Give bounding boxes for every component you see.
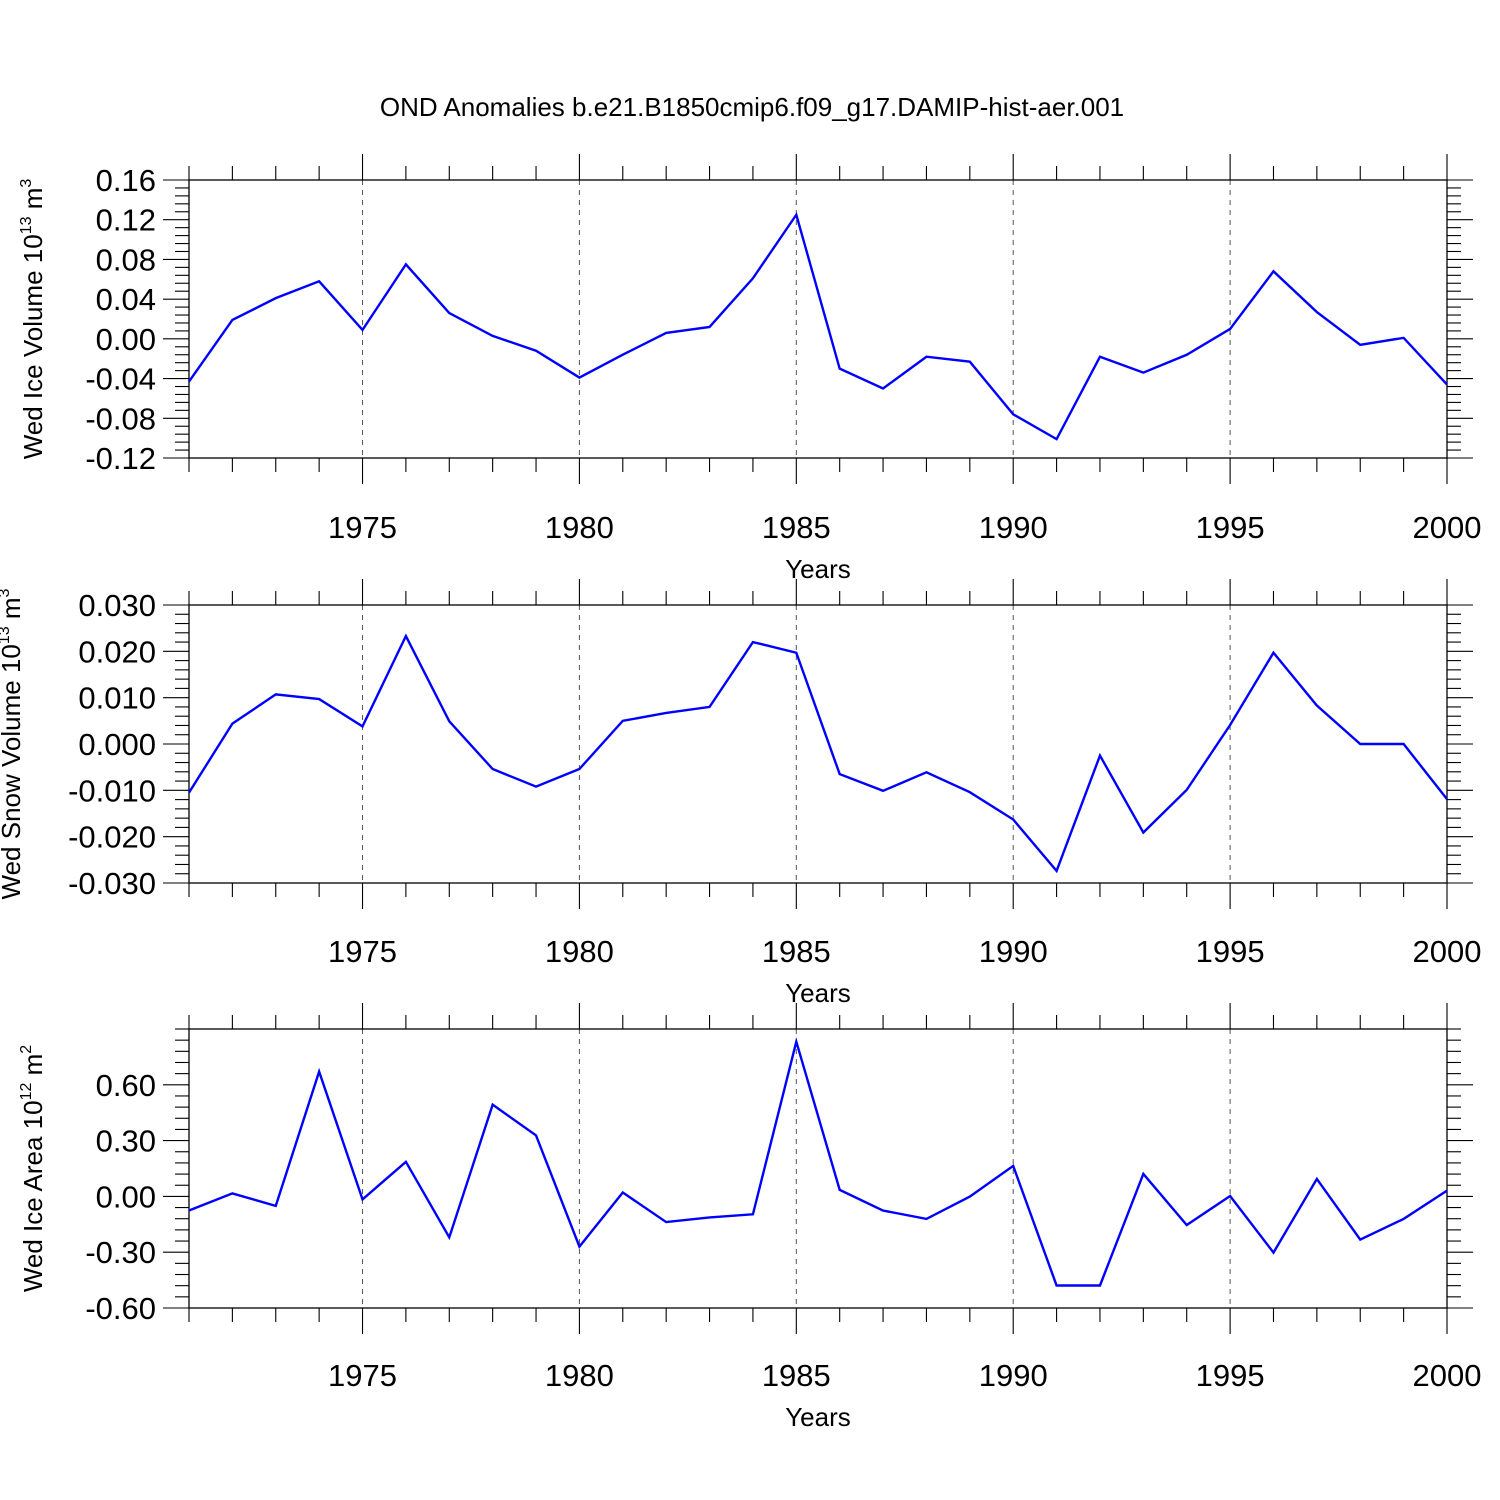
panels-container: -0.12 -0.08 -0.04 0.00 0.04 0.08 0.12 0.16 1975 1… xyxy=(0,154,1481,1432)
x-tick-label: 1975 xyxy=(328,934,397,969)
y-tick-label: 0.00 xyxy=(96,322,156,357)
y-tick-label: 0.30 xyxy=(96,1124,156,1159)
x-tick-label: 1975 xyxy=(328,510,397,545)
y-tick-label: 0.000 xyxy=(78,727,156,762)
y-tick-label: 0.60 xyxy=(96,1068,156,1103)
plot-frame xyxy=(188,179,1448,459)
x-tick-label: 1985 xyxy=(762,934,831,969)
y-tick-label: -0.030 xyxy=(68,866,156,901)
series-line xyxy=(187,633,1448,874)
y-tick-label: -0.60 xyxy=(85,1291,156,1326)
plot-frame xyxy=(188,604,1448,884)
y-tick-label: 0.08 xyxy=(96,242,156,277)
y-axis-label: Wed Ice Area 1012 m2 xyxy=(18,1045,48,1292)
x-tick-label: 1985 xyxy=(762,510,831,545)
x-tick-label: 2000 xyxy=(1413,510,1482,545)
plot-frame xyxy=(188,1028,1448,1309)
x-tick-label: 1995 xyxy=(1196,1358,1265,1393)
y-tick-label: 0.010 xyxy=(78,681,156,716)
x-tick-label: 2000 xyxy=(1413,1358,1482,1393)
y-tick-label: 0.04 xyxy=(96,282,156,317)
x-tick-label: 1980 xyxy=(545,1358,614,1393)
panel-3: -0.60 -0.30 0.00 0.30 0.60 1975 1980 1985 1990 19… xyxy=(18,1003,1481,1432)
y-tick-label: -0.010 xyxy=(68,773,156,808)
x-tick-label: 1995 xyxy=(1196,934,1265,969)
figure-title: OND Anomalies b.e21.B1850cmip6.f09_g17.D… xyxy=(380,92,1124,122)
y-axis-label: Wed Snow Volume 1013 m3 xyxy=(0,588,26,899)
x-axis-label: Years xyxy=(785,978,851,1008)
x-tick-label: 1990 xyxy=(979,510,1048,545)
panel-1: -0.12 -0.08 -0.04 0.00 0.04 0.08 0.12 0.16 1975 1… xyxy=(18,154,1481,584)
y-tick-label: 0.030 xyxy=(78,588,156,623)
x-axis-label: Years xyxy=(785,554,851,584)
y-axis-label: Wed Ice Volume 1013 m3 xyxy=(18,179,48,460)
x-tick-label: 1985 xyxy=(762,1358,831,1393)
series-line xyxy=(188,1037,1448,1287)
y-tick-label: 0.020 xyxy=(78,634,156,669)
x-tick-label: 1980 xyxy=(545,934,614,969)
x-axis-label: Years xyxy=(785,1402,851,1432)
x-tick-label: 1980 xyxy=(545,510,614,545)
y-tick-label: -0.12 xyxy=(85,441,156,476)
y-tick-label: 0.12 xyxy=(96,203,156,238)
x-tick-label: 1995 xyxy=(1196,510,1265,545)
x-tick-label: 1975 xyxy=(328,1358,397,1393)
panel-2: -0.030 -0.020 -0.010 0.000 0.010 0.020 0.030 19… xyxy=(0,579,1481,1008)
y-tick-label: -0.08 xyxy=(85,401,156,436)
series-line xyxy=(188,211,1448,441)
y-tick-label: -0.30 xyxy=(85,1235,156,1270)
y-tick-label: -0.020 xyxy=(68,820,156,855)
y-tick-label: -0.04 xyxy=(85,362,156,397)
x-tick-label: 1990 xyxy=(979,1358,1048,1393)
y-tick-label: 0.00 xyxy=(96,1179,156,1214)
y-tick-label: 0.16 xyxy=(96,163,156,198)
x-tick-label: 1990 xyxy=(979,934,1048,969)
x-tick-label: 2000 xyxy=(1413,934,1482,969)
